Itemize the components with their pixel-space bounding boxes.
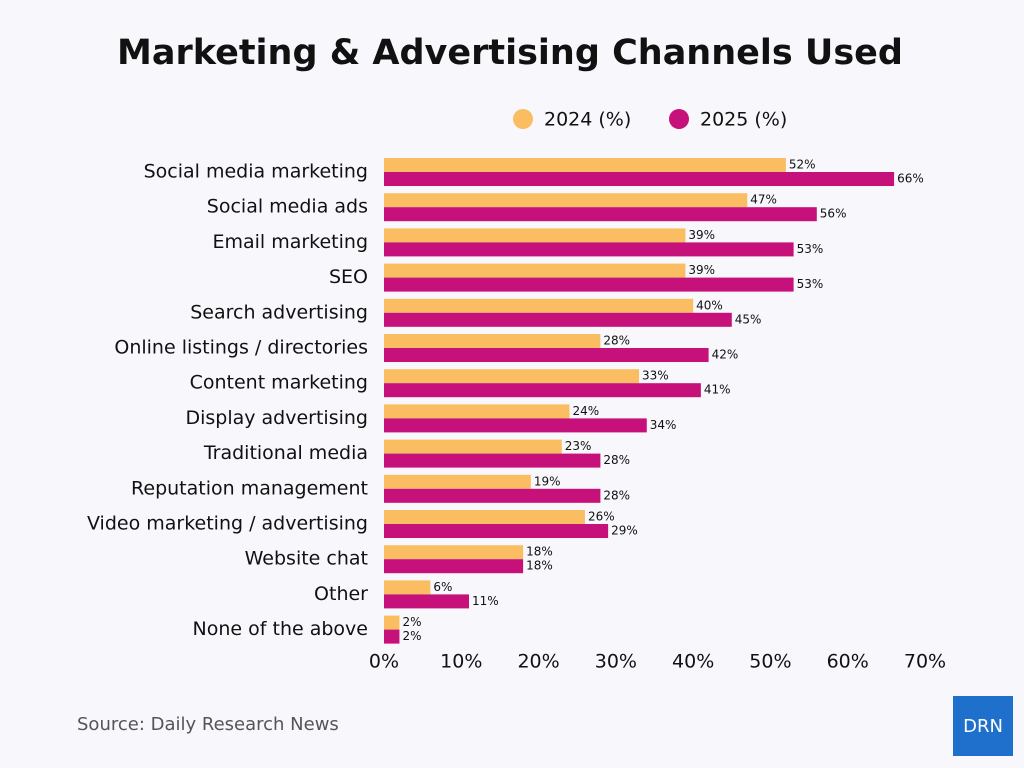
bar (384, 334, 601, 348)
bar (384, 524, 609, 538)
value-label: 24% (572, 404, 599, 418)
logo-box (953, 696, 1013, 756)
value-label: 29% (611, 524, 638, 538)
value-label: 28% (603, 334, 630, 348)
y-tick-label: Email marketing (212, 231, 368, 253)
bar (384, 559, 524, 574)
y-tick-label: Other (314, 583, 368, 605)
value-label: 33% (642, 369, 669, 383)
x-tick-label: 10% (440, 651, 482, 673)
legend-label: 2024 (%) (544, 109, 631, 131)
value-label: 56% (820, 207, 847, 221)
value-label: 26% (588, 510, 615, 524)
x-tick-label: 60% (827, 651, 869, 673)
bar (384, 348, 709, 362)
y-tick-label: Traditional media (203, 442, 368, 464)
logo: DRN (963, 716, 1003, 737)
bar (384, 580, 431, 595)
value-label: 23% (565, 439, 592, 453)
bar (384, 158, 786, 172)
y-tick-label: Display advertising (185, 407, 368, 429)
y-tick-label: Social media marketing (144, 161, 368, 183)
value-label: 19% (534, 474, 561, 488)
bar (384, 312, 732, 327)
y-tick-label: Online listings / directories (114, 337, 368, 359)
y-tick-label: Website chat (245, 548, 368, 570)
legend-label: 2025 (%) (700, 109, 787, 131)
value-label: 39% (688, 263, 715, 277)
y-tick-label: None of the above (193, 618, 368, 640)
bar (384, 242, 794, 257)
bar (384, 228, 686, 243)
value-label: 47% (750, 193, 777, 207)
bar (384, 193, 748, 208)
bar (384, 615, 400, 630)
value-label: 41% (704, 383, 731, 397)
value-label: 40% (696, 298, 723, 312)
value-label: 2% (402, 629, 421, 643)
bar (384, 277, 794, 292)
bar (384, 207, 817, 222)
value-label: 28% (603, 488, 630, 502)
x-tick-label: 50% (749, 651, 791, 673)
bar (384, 629, 400, 644)
bar (384, 545, 524, 560)
bar (384, 383, 701, 398)
y-tick-label: SEO (329, 266, 368, 288)
bar (384, 263, 686, 278)
bar (384, 298, 694, 313)
value-label: 52% (789, 158, 816, 172)
legend-marker (669, 109, 689, 129)
source: Source: Daily Research News (77, 714, 339, 735)
value-label: 53% (797, 277, 824, 291)
chart-title: Marketing & Advertising Channels Used (117, 33, 903, 73)
bar (384, 418, 647, 433)
value-label: 34% (650, 418, 677, 432)
bar (384, 594, 470, 609)
x-tick-label: 30% (595, 651, 637, 673)
y-tick-label: Reputation management (131, 477, 368, 499)
value-label: 6% (433, 580, 452, 594)
bar (384, 439, 562, 454)
value-label: 39% (688, 228, 715, 242)
bar (384, 488, 601, 503)
bar (384, 369, 640, 384)
value-label: 28% (603, 453, 630, 467)
y-tick-label: Social media ads (207, 196, 368, 218)
value-label: 18% (526, 545, 553, 559)
value-label: 18% (526, 559, 553, 573)
bar (384, 404, 570, 419)
value-label: 11% (472, 594, 499, 608)
value-label: 42% (712, 348, 739, 362)
y-tick-label: Video marketing / advertising (87, 513, 368, 535)
bar (384, 172, 895, 186)
bar (384, 474, 531, 489)
value-label: 45% (735, 312, 762, 326)
x-tick-label: 20% (517, 651, 559, 673)
x-tick-label: 40% (672, 651, 714, 673)
value-label: 66% (897, 172, 924, 186)
bar (384, 453, 601, 468)
y-tick-label: Content marketing (190, 372, 368, 394)
value-label: 53% (797, 242, 824, 256)
x-tick-label: 70% (904, 651, 946, 673)
legend-marker (513, 109, 533, 129)
y-tick-label: Search advertising (190, 301, 368, 323)
x-tick-label: 0% (369, 651, 399, 673)
bar (384, 510, 585, 524)
value-label: 2% (402, 615, 421, 629)
